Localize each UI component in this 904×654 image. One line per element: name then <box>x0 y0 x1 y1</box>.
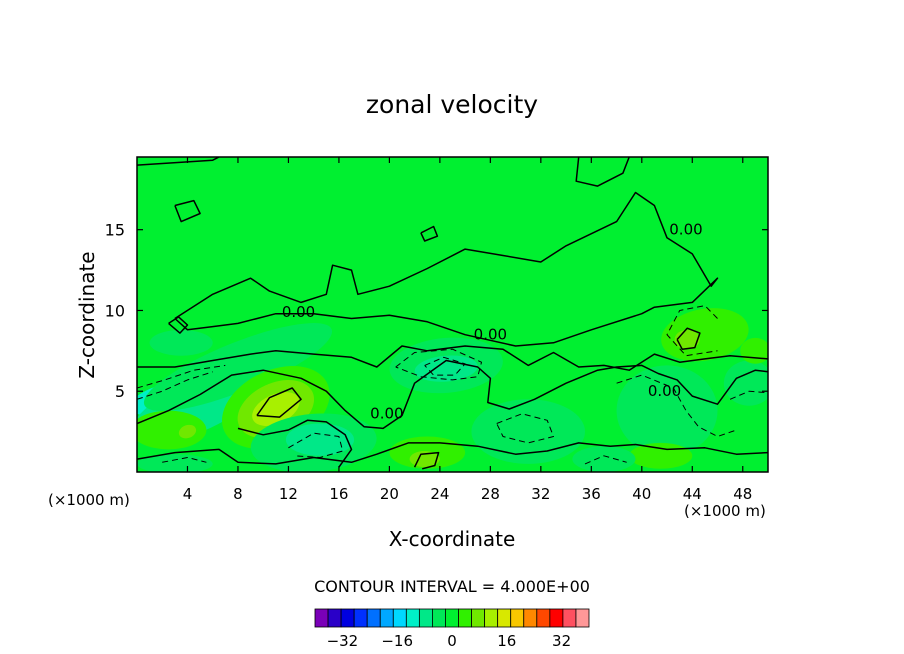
contour-line-negative <box>137 371 213 400</box>
contour-line <box>256 387 302 418</box>
contour-line <box>137 345 768 371</box>
field-region <box>723 360 768 406</box>
x-axis-ticks: 4 8 12 16 20 24 28 32 36 40 44 48 <box>183 157 752 503</box>
x-axis-label: X-coordinate <box>389 527 516 551</box>
field-region <box>252 392 300 426</box>
x-tick-label: 8 <box>233 485 243 503</box>
x-tick-label: 40 <box>632 485 651 503</box>
contour-line <box>137 359 768 430</box>
field-region <box>137 410 207 450</box>
contour-line <box>137 157 220 166</box>
contour-line-negative <box>729 390 768 400</box>
contour-line-negative <box>496 413 554 444</box>
colorbar-tick-label: 0 <box>447 632 457 650</box>
colorbar-swatch <box>458 608 472 628</box>
x-unit-left: (×1000 m) <box>48 491 130 509</box>
x-tick-label: 4 <box>183 485 193 503</box>
contour-label: 0.00 <box>474 326 507 344</box>
contour-line-negative <box>288 432 344 458</box>
colorbar-swatch <box>327 608 342 628</box>
field-region <box>616 365 718 456</box>
contour-label-layer: 0.00 0.00 0.00 0.00 0.00 <box>282 221 703 423</box>
field-region <box>674 329 700 350</box>
chart-title: zonal velocity <box>366 90 538 119</box>
colorbar-swatch <box>405 608 420 628</box>
colorbar-swatch <box>353 608 368 628</box>
colorbar-swatch <box>484 608 499 628</box>
contour-interval-text: CONTOUR INTERVAL = 4.000E+00 <box>314 577 590 596</box>
field-region <box>414 355 478 382</box>
contour-line <box>413 451 440 470</box>
contour-line <box>168 316 189 334</box>
colorbar-swatch <box>510 608 525 628</box>
contour-line <box>174 191 719 347</box>
colorbar-swatch <box>471 608 486 628</box>
x-tick-label: 32 <box>531 485 550 503</box>
colorbar-tick-label: 32 <box>552 632 571 650</box>
contour-layer <box>137 157 768 470</box>
colorbar-swatch <box>536 608 551 628</box>
colorbar-swatch <box>497 608 512 628</box>
x-tick-label: 24 <box>430 485 449 503</box>
contour-line-negative <box>395 348 482 381</box>
contour-line <box>420 225 439 242</box>
colorbar-tick-label: −16 <box>381 632 413 650</box>
field-region <box>149 329 213 356</box>
colorbar-swatch <box>418 608 433 628</box>
contour-line <box>174 199 201 223</box>
y-tick-label: 5 <box>115 382 125 401</box>
colorbar-tick-label: 16 <box>497 632 516 650</box>
contour-label: 0.00 <box>370 405 403 423</box>
colorbar-swatch <box>392 608 407 628</box>
contour-line-negative <box>584 455 627 465</box>
colorbar-swatch <box>575 608 590 628</box>
colorbar-swatch <box>340 608 355 628</box>
contour-line-negative <box>424 356 466 376</box>
field-region <box>740 337 768 364</box>
colorbar-swatch <box>379 608 394 628</box>
plot-frame <box>136 156 769 473</box>
field-region <box>629 442 693 469</box>
contour-line-negative <box>162 457 207 463</box>
x-tick-label: 20 <box>380 485 399 503</box>
field-region <box>143 323 333 411</box>
colorbar-tick-label: −32 <box>327 632 359 650</box>
x-tick-label: 12 <box>279 485 298 503</box>
colorbar-swatch <box>366 608 381 628</box>
contour-line <box>575 157 630 187</box>
contour-line <box>676 327 701 350</box>
colorbar-swatch <box>562 608 577 628</box>
colorbar-swatch <box>523 608 538 628</box>
colorbar-swatch <box>432 608 446 628</box>
x-tick-label: 44 <box>683 485 702 503</box>
contour-label: 0.00 <box>669 221 702 239</box>
colorbar-swatch <box>314 608 329 628</box>
colorbar-swatch <box>549 608 564 628</box>
colorbar-swatch <box>445 608 459 628</box>
x-tick-label: 16 <box>329 485 348 503</box>
contour-line-negative <box>666 305 718 357</box>
contour-label: 0.00 <box>648 382 681 400</box>
x-tick-label: 28 <box>481 485 500 503</box>
x-tick-label: 48 <box>733 485 752 503</box>
plot-area: 0.00 0.00 0.00 0.00 0.00 <box>136 156 769 473</box>
contour-line <box>237 419 353 468</box>
field-region <box>178 424 197 439</box>
contour-label: 0.00 <box>282 303 315 321</box>
x-unit-right: (×1000 m) <box>684 502 766 520</box>
x-tick-label: 36 <box>582 485 601 503</box>
y-tick-label: 15 <box>105 221 125 240</box>
y-axis-label: Z-coordinate <box>75 251 99 378</box>
field-region <box>471 399 586 464</box>
field-region <box>285 423 355 456</box>
colorbar-ticks: −32 −16 0 16 32 <box>327 632 572 650</box>
colorbar <box>314 608 590 628</box>
y-tick-label: 10 <box>105 301 125 320</box>
y-axis-ticks: 5 10 15 <box>105 221 768 401</box>
field-region <box>572 446 636 472</box>
contour-line-negative <box>137 364 226 389</box>
contour-line <box>137 442 768 465</box>
